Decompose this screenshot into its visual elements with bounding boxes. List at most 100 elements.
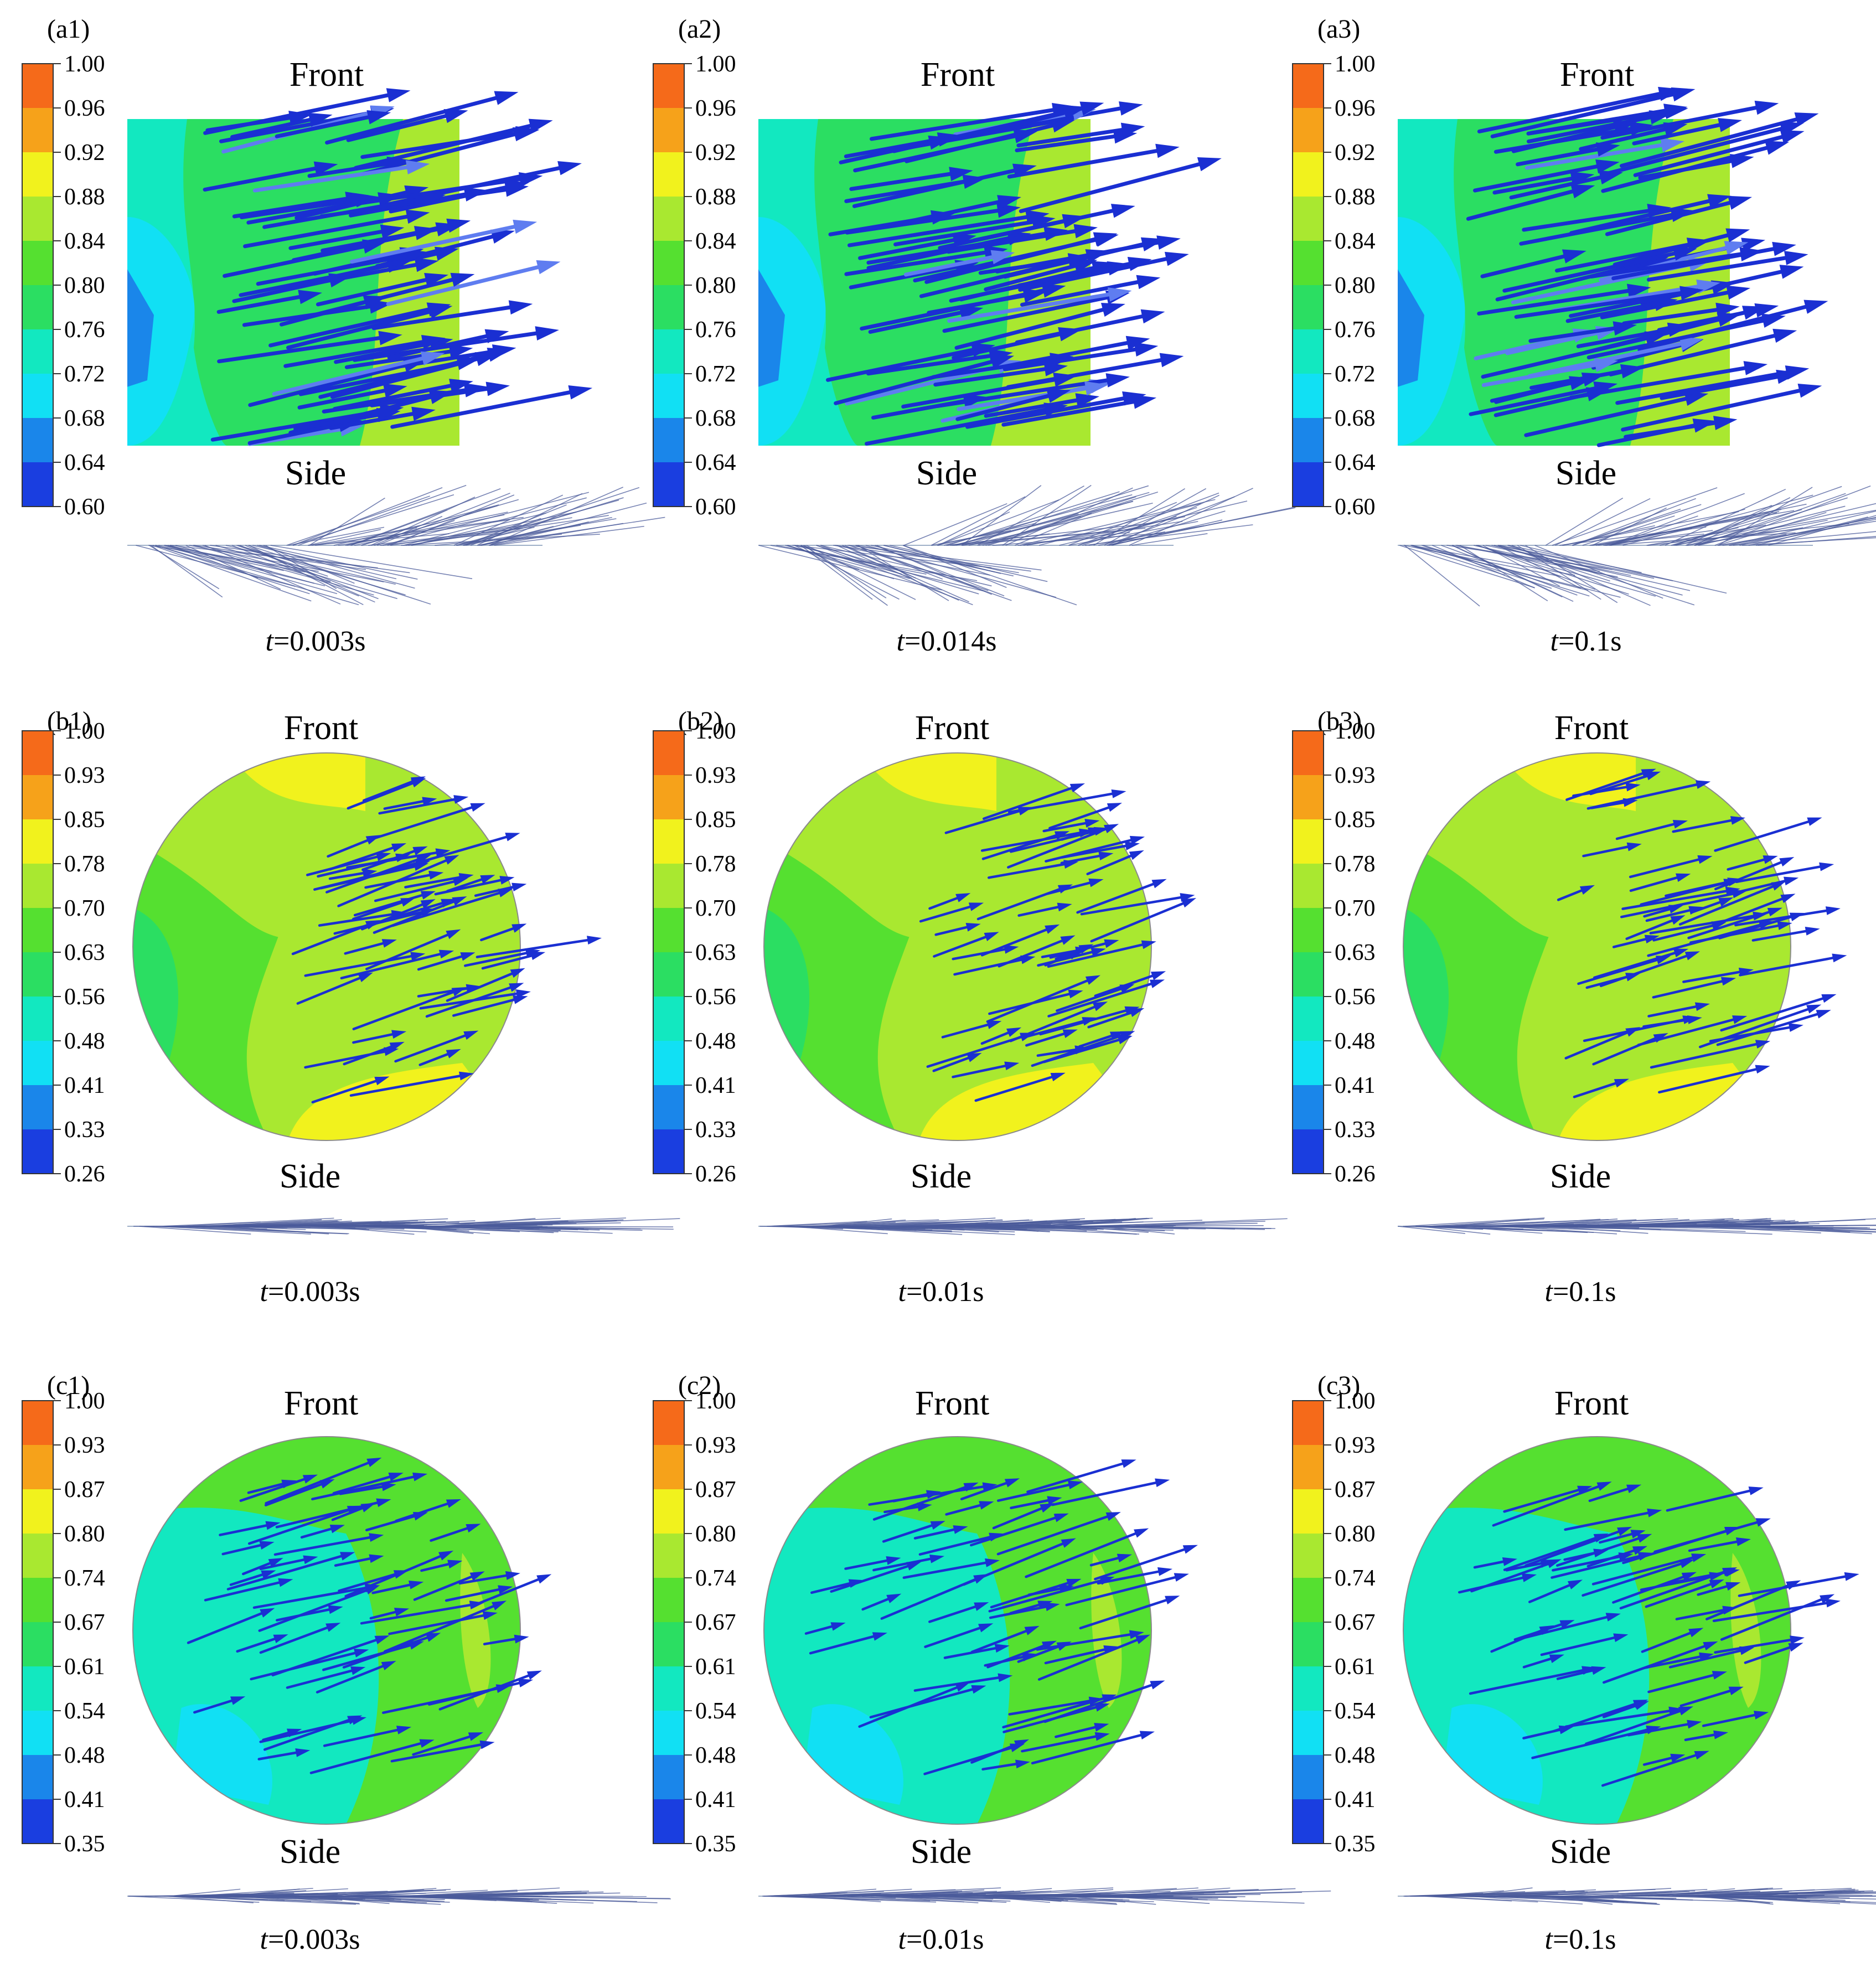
arrow-shaft [1564,1031,1629,1060]
arrow-shaft [1652,924,1714,942]
arrow-head [1668,1706,1684,1716]
vector-arrow [412,1732,483,1756]
arrow-shaft [338,1573,396,1592]
vector-arrow [970,1513,1069,1547]
arrow-shaft [352,990,454,1030]
vector-arrow [480,923,527,942]
colorbar-tick-label: 1.00 [64,1388,105,1414]
vector-arrow [1652,977,1737,999]
side-vector [1533,1896,1657,1904]
side-vector [1573,498,1697,546]
vector-arrow [928,1602,989,1623]
vector-arrow [927,288,1047,315]
time-value: =0.003s [268,1924,360,1955]
arrow-shaft [984,398,1079,418]
arrow-head [1672,819,1688,829]
arrow-head [350,1666,366,1675]
colorbar-tick-label: 0.48 [64,1743,105,1768]
side-vector [921,1896,1064,1901]
vector-arrow [1642,1015,1702,1028]
arrow-shaft [230,117,312,139]
arrow-head [1670,915,1686,925]
vector-arrow [1665,1568,1740,1585]
vector-arrow [1522,204,1671,232]
vector-arrow [193,1696,246,1714]
side-vector [1403,1226,1484,1230]
arrow-shaft [1605,200,1732,236]
side-vector [1545,497,1624,546]
side-vector [1671,1891,1842,1897]
side-vector [203,1226,366,1230]
arrow-shaft [1086,854,1133,875]
vector-arrow [1615,819,1688,840]
vector-arrow [1509,170,1623,200]
arrow-shaft [935,378,1109,409]
arrow-shaft [952,948,1006,961]
arrow-shaft [1584,1710,1681,1746]
arrow-shaft [288,229,384,250]
colorbar-swatch [22,864,53,908]
arrow-head [404,249,428,264]
side-vector [487,1226,589,1231]
arrow-head [261,1570,276,1579]
arrow-head [1771,881,1786,891]
arrow-head [1653,297,1678,311]
colorbar-tick-label: 0.80 [1335,1521,1376,1547]
side-vector [440,1217,536,1227]
vector-arrow [1055,944,1094,961]
arrow-shaft [331,1506,364,1521]
vector-arrow [869,1685,986,1719]
arrow-head [1673,948,1689,958]
time-value: =0.1s [1558,626,1622,657]
arrow-shaft [1480,254,1566,278]
colorbar-swatch [22,241,53,285]
arrow-shaft [247,1483,284,1494]
arrow-head [421,192,446,207]
arrow-shaft [293,413,380,431]
arrow-head [971,1685,986,1694]
side-vector [1691,1226,1821,1233]
vector-arrow [283,334,446,368]
vector-arrow [1678,881,1786,926]
arrow-head [1164,251,1189,266]
time-variable: t [260,1924,268,1955]
vector-arrow [924,1623,994,1648]
arrow-head [446,929,461,939]
colorbar-tick-label: 0.96 [1335,96,1376,121]
arrow-head [1157,1567,1173,1576]
arrow-head [1066,1578,1082,1588]
colorbar-tick-label: 0.93 [64,763,105,788]
vector-arrow [1017,1641,1072,1663]
side-vector [1622,1891,1749,1897]
arrow-shaft [272,356,425,396]
arrow-head [1060,935,1076,945]
panel-label: (c2) [678,1371,721,1400]
vector-arrow [333,908,436,935]
side-vector [155,545,310,595]
arrow-shaft [1564,1710,1671,1728]
time-label: t=0.01s [898,1924,984,1955]
arrow-head [557,161,582,175]
arrow-head [1728,195,1753,210]
arrow-head [374,1076,390,1086]
contour-field [764,1437,1151,1824]
arrow-head [278,1578,293,1587]
arrow-shaft [1649,915,1755,935]
arrow-shaft [865,407,1047,446]
arrow-shaft [360,132,516,176]
arrow-shaft [480,927,515,942]
arrow-shaft [996,1515,1109,1556]
arrow-shaft [1647,1674,1714,1694]
side-vector [1020,499,1216,546]
arrow-head [1632,1546,1648,1555]
colorbar-swatch [1293,1755,1324,1799]
side-vector [286,495,430,546]
colorbar-swatch [653,819,684,864]
time-value: =0.1s [1553,1924,1616,1955]
arrow-shaft [926,1035,1022,1068]
arrow-shaft [986,1644,1045,1669]
vector-arrow [1611,241,1796,281]
arrow-head [1670,1753,1686,1763]
arrow-head [1629,121,1654,136]
side-vector [982,1896,1059,1899]
